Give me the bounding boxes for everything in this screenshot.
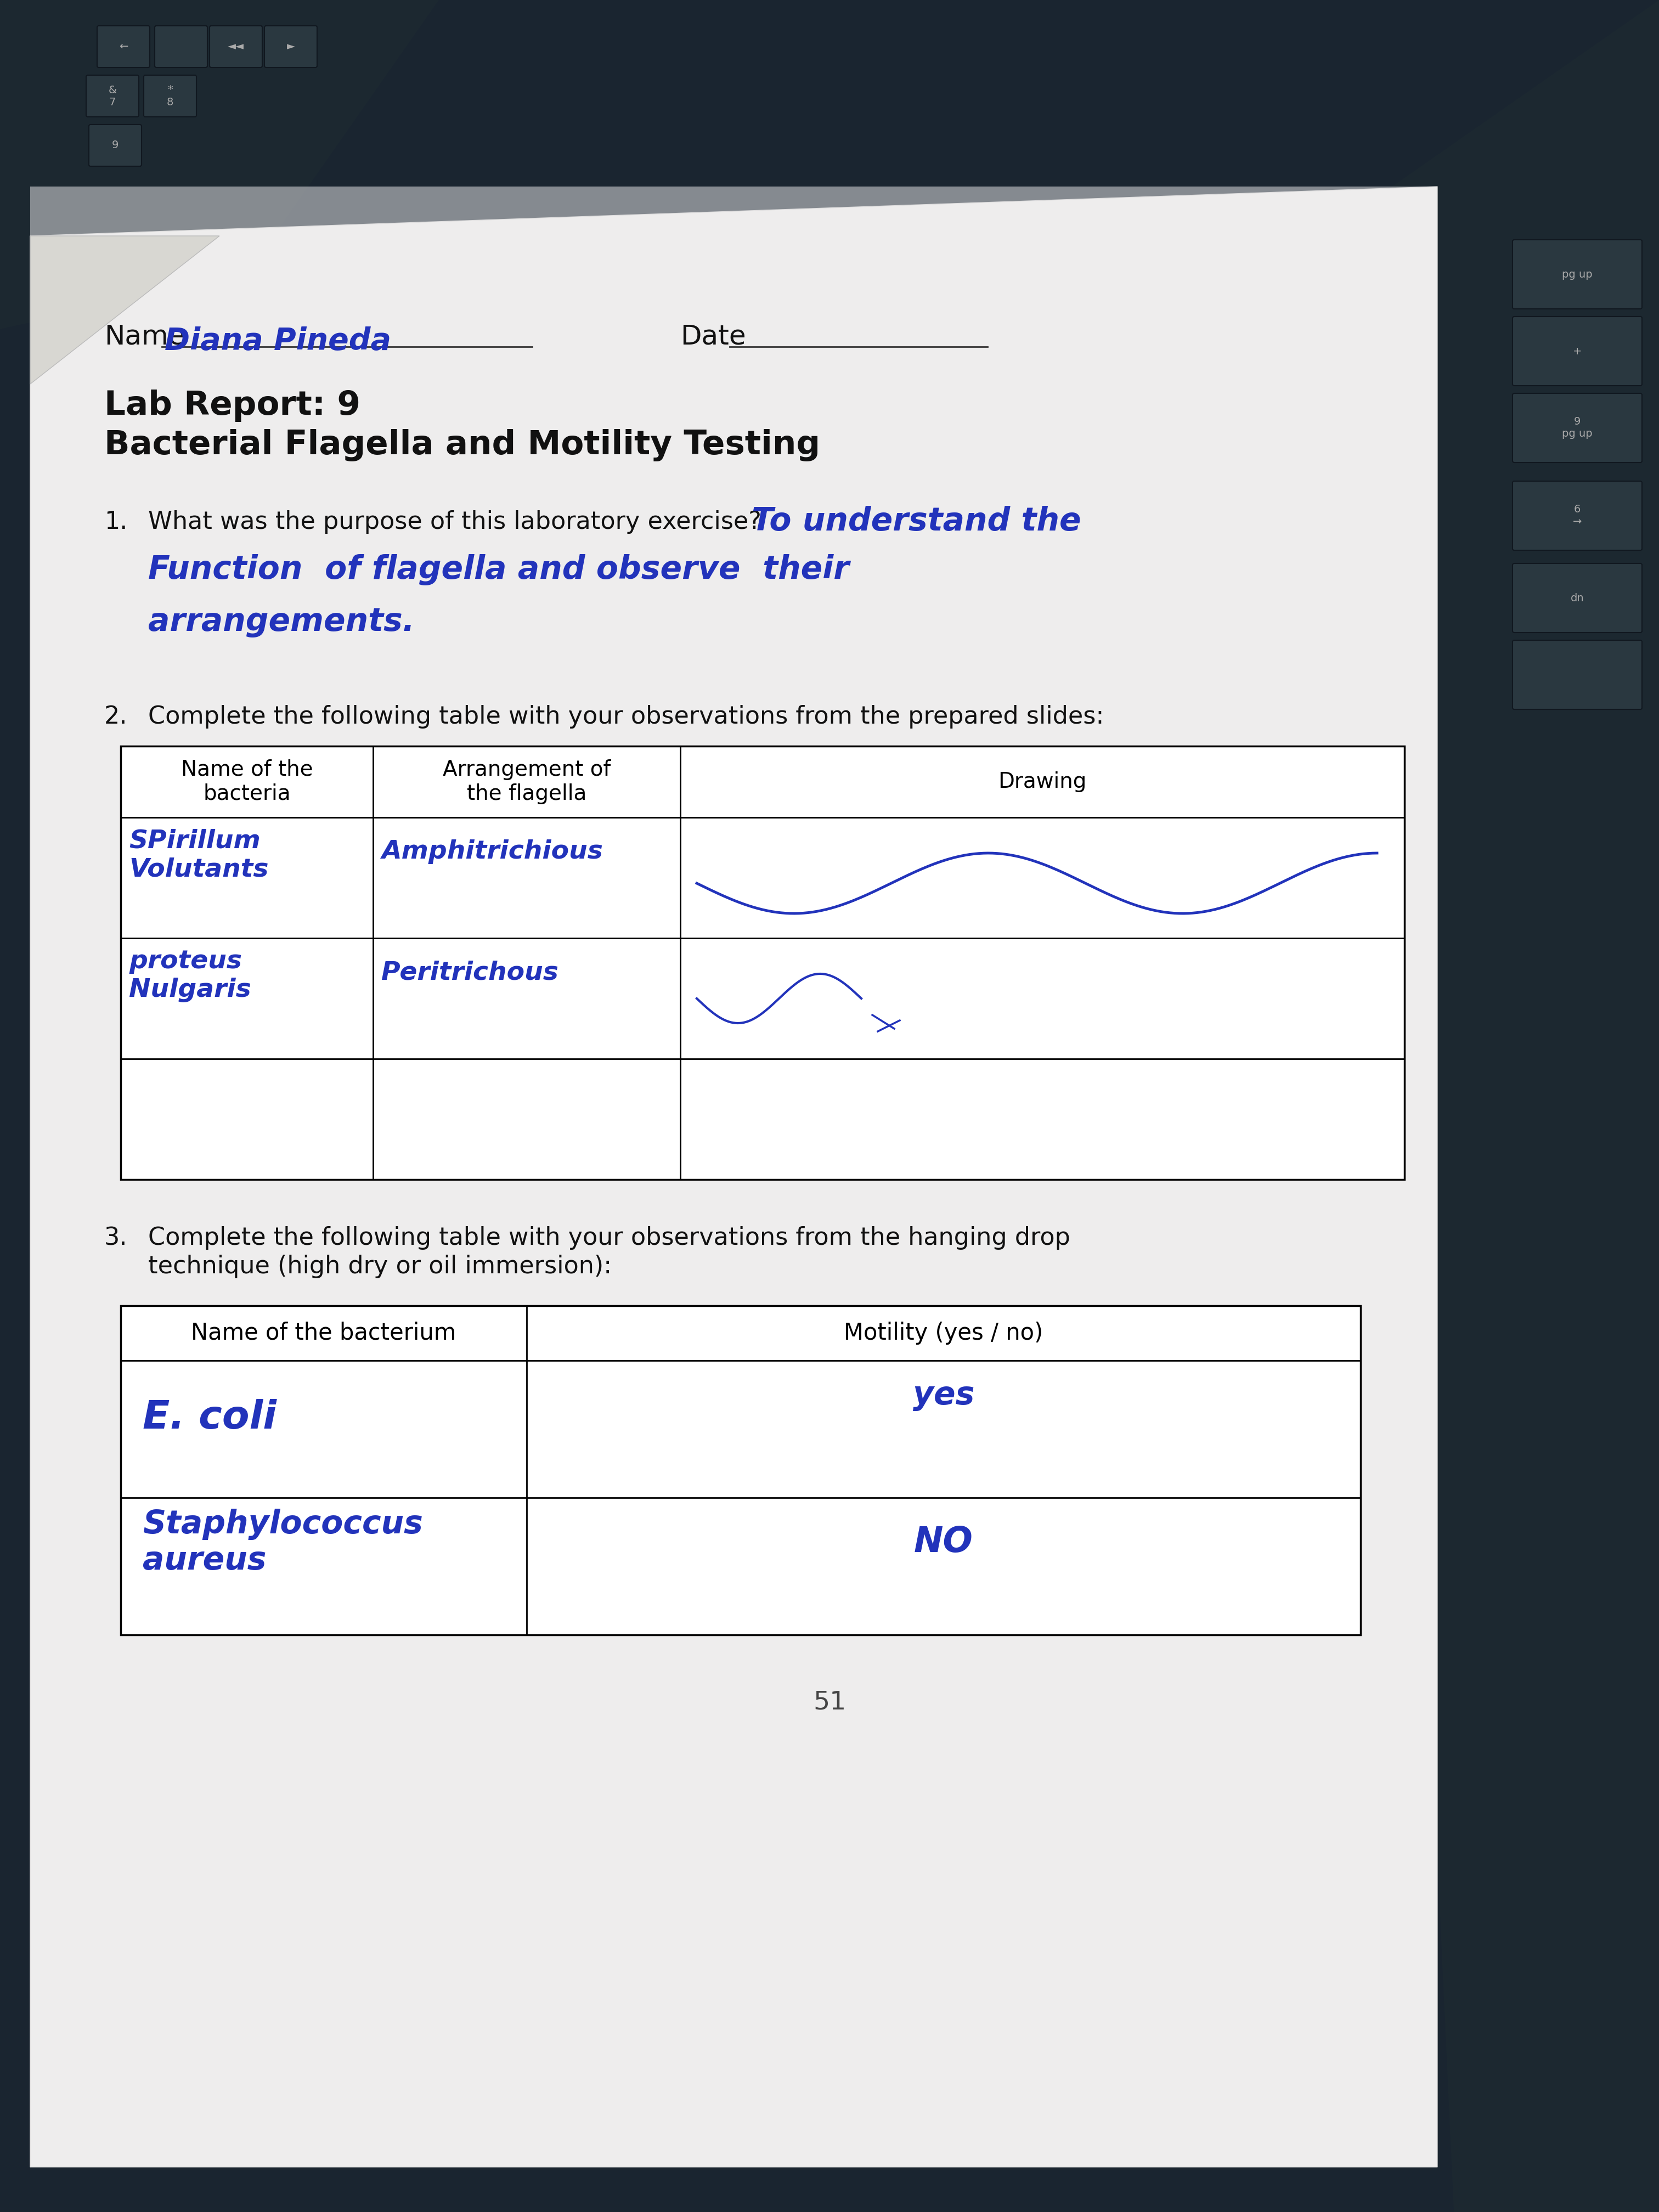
Polygon shape — [1360, 0, 1659, 2212]
Polygon shape — [0, 0, 440, 330]
Text: To understand the: To understand the — [752, 507, 1082, 538]
Text: Bacterial Flagella and Motility Testing: Bacterial Flagella and Motility Testing — [105, 429, 820, 462]
Text: Amphitrichious: Amphitrichious — [382, 838, 602, 865]
Text: NO: NO — [914, 1524, 974, 1559]
Bar — [121, 745, 1405, 1179]
Text: ←: ← — [119, 42, 128, 51]
Text: 2.: 2. — [105, 706, 128, 728]
Text: *
8: * 8 — [166, 84, 174, 106]
FancyBboxPatch shape — [144, 75, 196, 117]
FancyBboxPatch shape — [1513, 394, 1642, 462]
Polygon shape — [30, 237, 219, 385]
Text: &
7: & 7 — [108, 84, 116, 106]
Text: yes: yes — [912, 1380, 974, 1411]
Text: proteus
Nulgaris: proteus Nulgaris — [129, 949, 251, 1002]
FancyBboxPatch shape — [264, 27, 317, 69]
FancyBboxPatch shape — [1513, 239, 1642, 310]
FancyBboxPatch shape — [1513, 316, 1642, 385]
FancyBboxPatch shape — [98, 27, 149, 69]
Text: ►: ► — [287, 42, 295, 51]
Text: Date: Date — [680, 323, 747, 349]
Text: E. coli: E. coli — [143, 1398, 277, 1438]
Text: 51: 51 — [813, 1690, 846, 1714]
Text: Arrangement of
the flagella: Arrangement of the flagella — [443, 759, 611, 805]
Text: +: + — [1573, 345, 1581, 356]
Text: Name: Name — [105, 323, 186, 349]
Text: pg up: pg up — [1563, 270, 1593, 279]
Text: Staphylococcus
aureus: Staphylococcus aureus — [143, 1509, 423, 1577]
Text: ◄◄: ◄◄ — [227, 42, 244, 51]
Text: Diana Pineda: Diana Pineda — [164, 327, 392, 356]
Text: Name of the
bacteria: Name of the bacteria — [181, 759, 314, 805]
FancyBboxPatch shape — [1513, 564, 1642, 633]
Text: Complete the following table with your observations from the hanging drop: Complete the following table with your o… — [148, 1225, 1070, 1250]
Text: dn: dn — [1571, 593, 1584, 604]
FancyBboxPatch shape — [90, 124, 141, 166]
Text: 9: 9 — [111, 139, 118, 150]
Text: Complete the following table with your observations from the prepared slides:: Complete the following table with your o… — [148, 706, 1105, 728]
Text: technique (high dry or oil immersion):: technique (high dry or oil immersion): — [148, 1254, 612, 1279]
Bar — [121, 1305, 1360, 1635]
Text: Drawing: Drawing — [999, 772, 1087, 792]
Text: arrangements.: arrangements. — [148, 606, 415, 637]
FancyBboxPatch shape — [209, 27, 262, 69]
Polygon shape — [30, 186, 1437, 2168]
Bar — [30, 186, 1437, 2168]
Text: Lab Report: 9: Lab Report: 9 — [105, 389, 360, 422]
Text: Function  of flagella and observe  their: Function of flagella and observe their — [148, 553, 849, 586]
Text: Name of the bacterium: Name of the bacterium — [191, 1321, 456, 1345]
Text: 9
pg up: 9 pg up — [1563, 416, 1593, 440]
Text: Motility (yes / no): Motility (yes / no) — [844, 1321, 1044, 1345]
Text: 6
→: 6 → — [1573, 504, 1581, 526]
FancyBboxPatch shape — [1513, 482, 1642, 551]
Text: What was the purpose of this laboratory exercise?: What was the purpose of this laboratory … — [148, 511, 761, 533]
FancyBboxPatch shape — [86, 75, 139, 117]
FancyBboxPatch shape — [1513, 639, 1642, 710]
FancyBboxPatch shape — [154, 27, 207, 69]
Text: SPirillum
Volutants: SPirillum Volutants — [129, 830, 269, 883]
Text: Peritrichous: Peritrichous — [382, 960, 559, 984]
Text: 3.: 3. — [105, 1225, 128, 1250]
Text: 1.: 1. — [105, 511, 128, 533]
